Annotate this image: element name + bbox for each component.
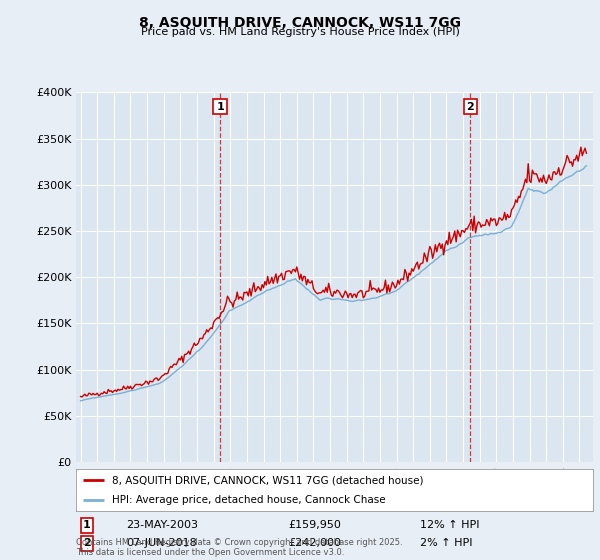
Text: £242,000: £242,000 <box>288 538 341 548</box>
Text: 2% ↑ HPI: 2% ↑ HPI <box>420 538 473 548</box>
Text: 2: 2 <box>83 538 91 548</box>
Text: 2: 2 <box>467 102 474 111</box>
Text: £159,950: £159,950 <box>288 520 341 530</box>
Text: HPI: Average price, detached house, Cannock Chase: HPI: Average price, detached house, Cann… <box>112 495 385 505</box>
Text: 8, ASQUITH DRIVE, CANNOCK, WS11 7GG (detached house): 8, ASQUITH DRIVE, CANNOCK, WS11 7GG (det… <box>112 475 424 486</box>
Text: 12% ↑ HPI: 12% ↑ HPI <box>420 520 479 530</box>
Text: 1: 1 <box>216 102 224 111</box>
Text: 23-MAY-2003: 23-MAY-2003 <box>126 520 198 530</box>
Text: 1: 1 <box>83 520 91 530</box>
Text: 07-JUN-2018: 07-JUN-2018 <box>126 538 197 548</box>
Text: Contains HM Land Registry data © Crown copyright and database right 2025.
This d: Contains HM Land Registry data © Crown c… <box>76 538 402 557</box>
Text: Price paid vs. HM Land Registry's House Price Index (HPI): Price paid vs. HM Land Registry's House … <box>140 27 460 37</box>
Text: 8, ASQUITH DRIVE, CANNOCK, WS11 7GG: 8, ASQUITH DRIVE, CANNOCK, WS11 7GG <box>139 16 461 30</box>
